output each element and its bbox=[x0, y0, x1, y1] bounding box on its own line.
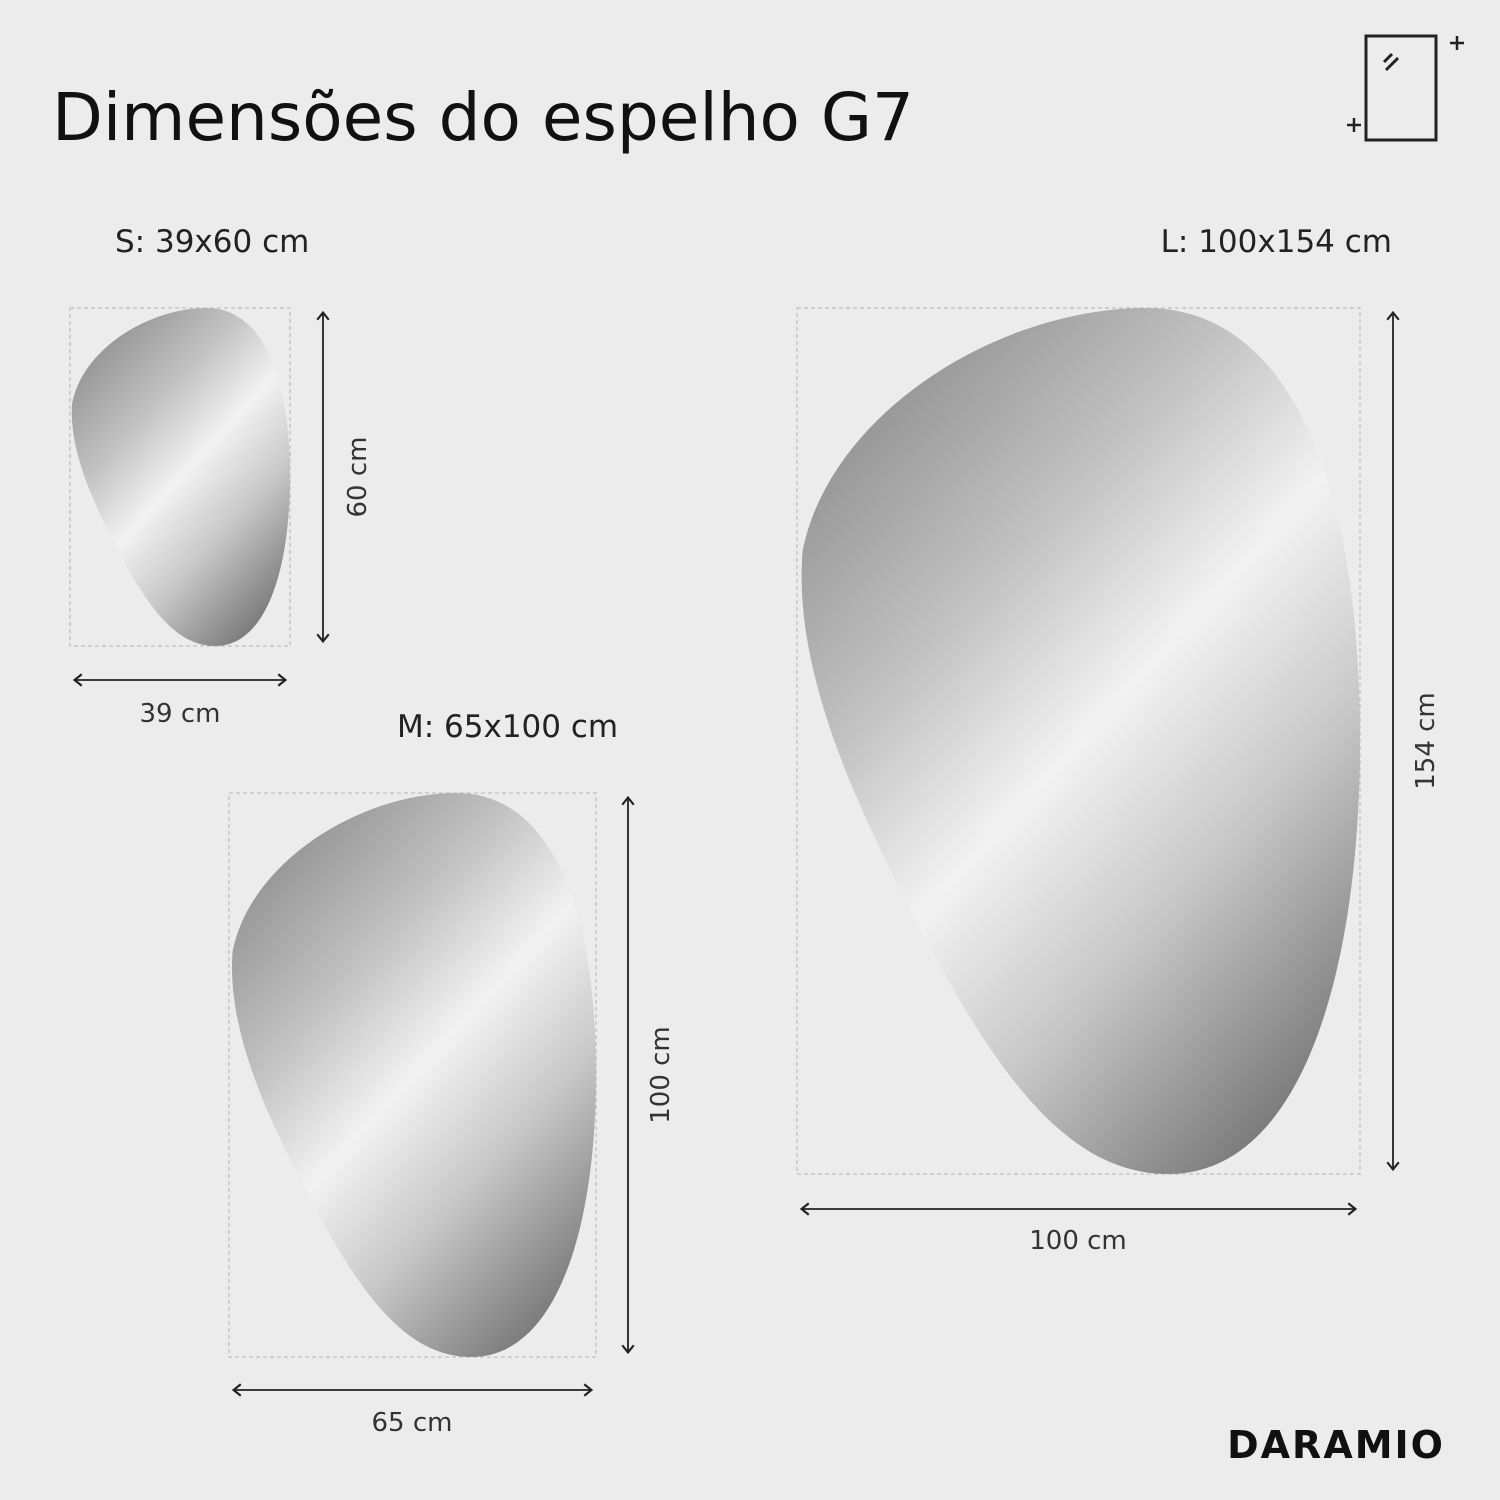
size-label: M: 65x100 cm bbox=[397, 709, 618, 745]
mirror-s: S: 39x60 cm 60 cm 39 cm bbox=[69, 224, 373, 729]
size-label: L: 100x154 cm bbox=[1161, 224, 1392, 260]
mirror-l: L: 100x154 cm 154 cm 100 cm bbox=[796, 224, 1441, 1256]
title: Dimensões do espelho G7 bbox=[52, 79, 914, 156]
height-label: 154 cm bbox=[1411, 692, 1441, 790]
height-label: 100 cm bbox=[646, 1026, 676, 1124]
mirror-m: M: 65x100 cm 100 cm 65 cm bbox=[228, 709, 676, 1438]
width-label: 39 cm bbox=[140, 699, 221, 729]
mirror-icon bbox=[1347, 34, 1464, 142]
size-label: S: 39x60 cm bbox=[115, 224, 309, 260]
brand: DARAMIO bbox=[1227, 1423, 1445, 1467]
width-label: 65 cm bbox=[372, 1408, 453, 1438]
height-label: 60 cm bbox=[343, 437, 373, 518]
width-label: 100 cm bbox=[1029, 1226, 1127, 1256]
